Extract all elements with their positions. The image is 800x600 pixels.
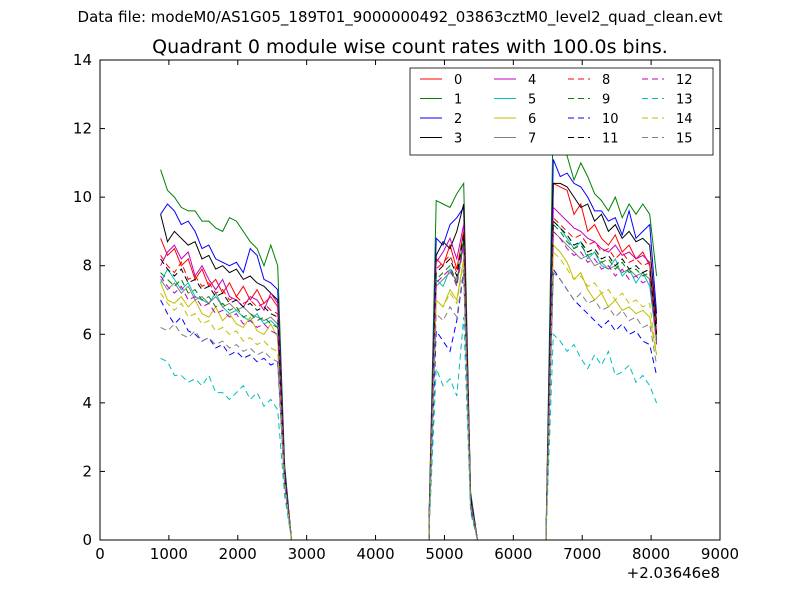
y-tick-label: 10	[73, 188, 92, 206]
series-line-0	[160, 182, 658, 541]
y-tick-label: 8	[82, 257, 92, 275]
series-line-5	[160, 219, 658, 541]
y-tick-label: 6	[82, 325, 92, 343]
series-line-2	[160, 159, 658, 541]
y-tick-label: 0	[82, 531, 92, 549]
series-line-10	[160, 267, 658, 541]
x-tick-label: 3000	[288, 545, 326, 563]
x-tick-label: 1000	[150, 545, 188, 563]
series-line-14	[160, 250, 658, 541]
plot-area-frame	[99, 59, 721, 541]
legend-label-8: 8	[602, 73, 610, 88]
series-line-7	[160, 230, 658, 541]
series-line-4	[160, 206, 658, 541]
series-line-8	[160, 216, 658, 541]
series-line-6	[160, 243, 658, 541]
x-tick-label: 8000	[632, 545, 670, 563]
y-tick-label: 12	[73, 120, 92, 138]
x-tick-label: 5000	[425, 545, 463, 563]
series-line-13	[160, 317, 658, 541]
y-tick-label: 4	[82, 394, 92, 412]
legend-label-6: 6	[528, 112, 536, 127]
x-tick-label: 9000	[701, 545, 739, 563]
legend-label-15: 15	[676, 132, 693, 147]
chart-title: Quadrant 0 module wise count rates with …	[152, 36, 668, 58]
legend-label-13: 13	[676, 93, 693, 108]
data-file-header: Data file: modeM0/AS1G05_189T01_90000004…	[77, 8, 723, 26]
legend-label-11: 11	[602, 132, 619, 147]
legend-box	[409, 67, 714, 156]
legend-label-14: 14	[676, 112, 693, 127]
legend-label-2: 2	[454, 112, 462, 127]
x-tick-label: 4000	[356, 545, 394, 563]
legend-label-10: 10	[602, 112, 619, 127]
legend-label-3: 3	[454, 132, 462, 147]
legend-label-7: 7	[528, 132, 536, 147]
y-tick-label: 2	[82, 462, 92, 480]
x-tick-label: 2000	[219, 545, 257, 563]
legend-label-9: 9	[602, 93, 610, 108]
series-line-1	[160, 111, 658, 541]
series-line-3	[160, 182, 658, 541]
series-line-11	[160, 219, 658, 541]
series-line-12	[160, 230, 658, 541]
series-line-9	[160, 223, 658, 541]
y-tick-label: 14	[73, 51, 92, 69]
legend-label-0: 0	[454, 73, 462, 88]
legend-label-4: 4	[528, 73, 536, 88]
legend-label-12: 12	[676, 73, 693, 88]
x-axis-offset-label: +2.03646e8	[627, 564, 720, 582]
legend-label-5: 5	[528, 93, 536, 108]
x-tick-label: 7000	[563, 545, 601, 563]
legend-label-1: 1	[454, 93, 462, 108]
x-tick-label: 0	[95, 545, 105, 563]
series-line-15	[160, 269, 658, 541]
x-tick-label: 6000	[494, 545, 532, 563]
